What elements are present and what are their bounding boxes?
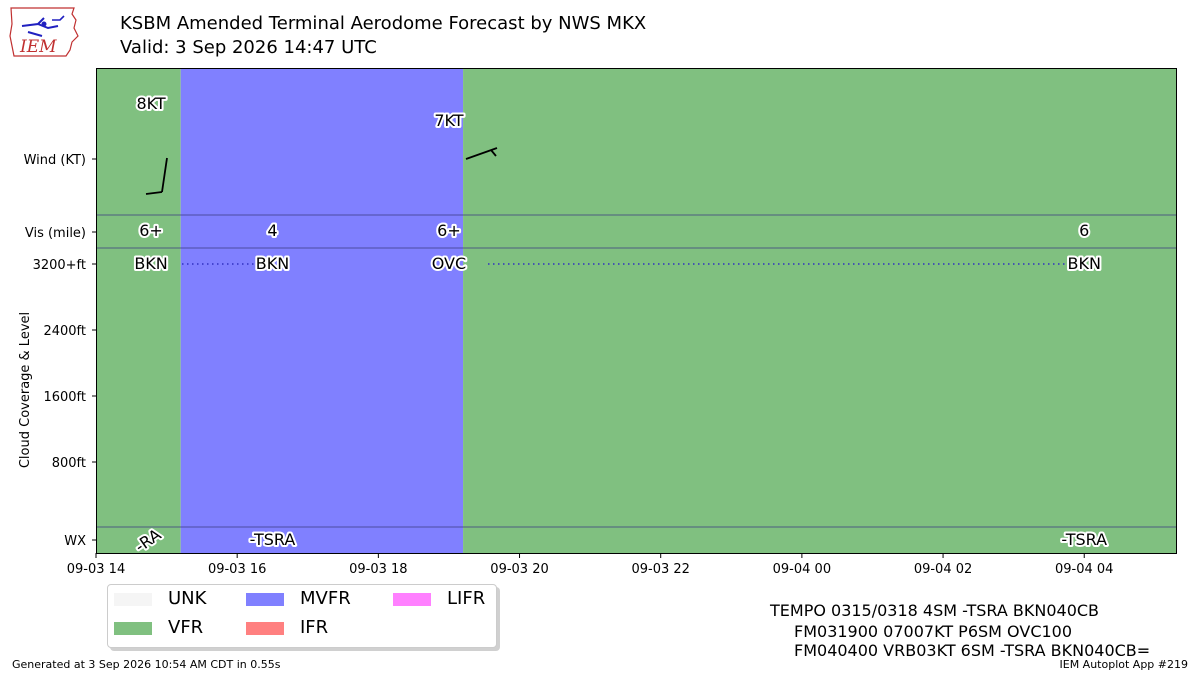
y-tick-label: 2400ft xyxy=(43,324,86,339)
x-tick-label: 09-04 04 xyxy=(1055,562,1113,577)
x-tick-label: 09-03 22 xyxy=(631,562,689,577)
plot-frame xyxy=(96,68,1177,554)
legend: UNK VFR MVFR IFR LIFR xyxy=(107,584,497,648)
y-label-vis: Vis (mile) xyxy=(25,226,86,241)
x-tick-label: 09-03 14 xyxy=(67,562,125,577)
weather-label: -TSRA xyxy=(1061,530,1107,549)
chart-title: KSBM Amended Terminal Aerodome Forecast … xyxy=(120,13,647,34)
legend-swatch-ifr xyxy=(246,622,284,635)
x-tick-label: 09-03 20 xyxy=(490,562,548,577)
x-tick-label: 09-03 16 xyxy=(208,562,266,577)
y-axis: Wind (KT) Vis (mile) 3200+ft 2400ft 1600ft 80… xyxy=(18,153,96,549)
visibility-label: 4 xyxy=(267,221,277,240)
category-band-vfr xyxy=(96,68,181,553)
y-tick-label: 3200+ft xyxy=(33,258,86,273)
x-tick-label: 09-04 02 xyxy=(914,562,972,577)
y-label-wind: Wind (KT) xyxy=(24,153,86,168)
wind-speed-label: 8KT xyxy=(136,94,165,113)
chart-subtitle: Valid: 3 Sep 2026 14:47 UTC xyxy=(120,37,377,58)
legend-label-vfr: VFR xyxy=(168,617,204,638)
legend-swatch-mvfr xyxy=(246,593,284,606)
y-label-cloud: Cloud Coverage & Level xyxy=(18,312,33,468)
sky-cover-label: BKN xyxy=(134,254,167,273)
wind-barb xyxy=(465,147,498,160)
legend-swatch-lifr xyxy=(393,593,431,606)
legend-swatch-unk xyxy=(114,593,152,606)
legend-label-lifr: LIFR xyxy=(447,588,486,609)
legend-swatch-vfr xyxy=(114,622,152,635)
category-band-mvfr xyxy=(180,68,464,553)
legend-label-ifr: IFR xyxy=(300,617,329,638)
wind-barb xyxy=(145,157,168,195)
iem-logo: IEM xyxy=(9,7,79,57)
category-band-vfr xyxy=(463,68,1176,553)
x-tick-label: 09-04 00 xyxy=(773,562,831,577)
visibility-label: 6+ xyxy=(139,221,163,240)
footer-app: IEM Autoplot App #219 xyxy=(1059,658,1189,671)
footer-generated: Generated at 3 Sep 2026 10:54 AM CDT in … xyxy=(12,658,281,671)
category-bands xyxy=(96,68,1176,553)
svg-text:IEM: IEM xyxy=(19,37,57,57)
x-axis: 09-03 14 09-03 16 09-03 18 09-03 20 09-03 22… xyxy=(67,553,1113,577)
weather-label: -TSRA xyxy=(250,530,296,549)
visibility-label: 6+ xyxy=(437,221,461,240)
wind-speed-label: 7KT xyxy=(434,111,463,130)
taf-text-line: FM040400 VRB03KT 6SM -TSRA BKN040CB= xyxy=(794,641,1151,660)
taf-text-line: TEMPO 0315/0318 4SM -TSRA BKN040CB xyxy=(770,601,1100,620)
y-tick-label: 1600ft xyxy=(43,390,86,405)
taf-text-line: FM031900 07007KT P6SM OVC100 xyxy=(794,622,1073,641)
sky-cover-label: BKN xyxy=(1068,254,1101,273)
legend-label-unk: UNK xyxy=(168,588,207,609)
visibility-label: 6 xyxy=(1079,221,1089,240)
y-tick-label: 800ft xyxy=(52,456,86,471)
sky-cover-label: OVC xyxy=(432,254,466,273)
legend-label-mvfr: MVFR xyxy=(300,588,351,609)
sky-cover-label: BKN xyxy=(256,254,289,273)
y-label-wx: WX xyxy=(64,534,86,549)
x-tick-label: 09-03 18 xyxy=(349,562,407,577)
